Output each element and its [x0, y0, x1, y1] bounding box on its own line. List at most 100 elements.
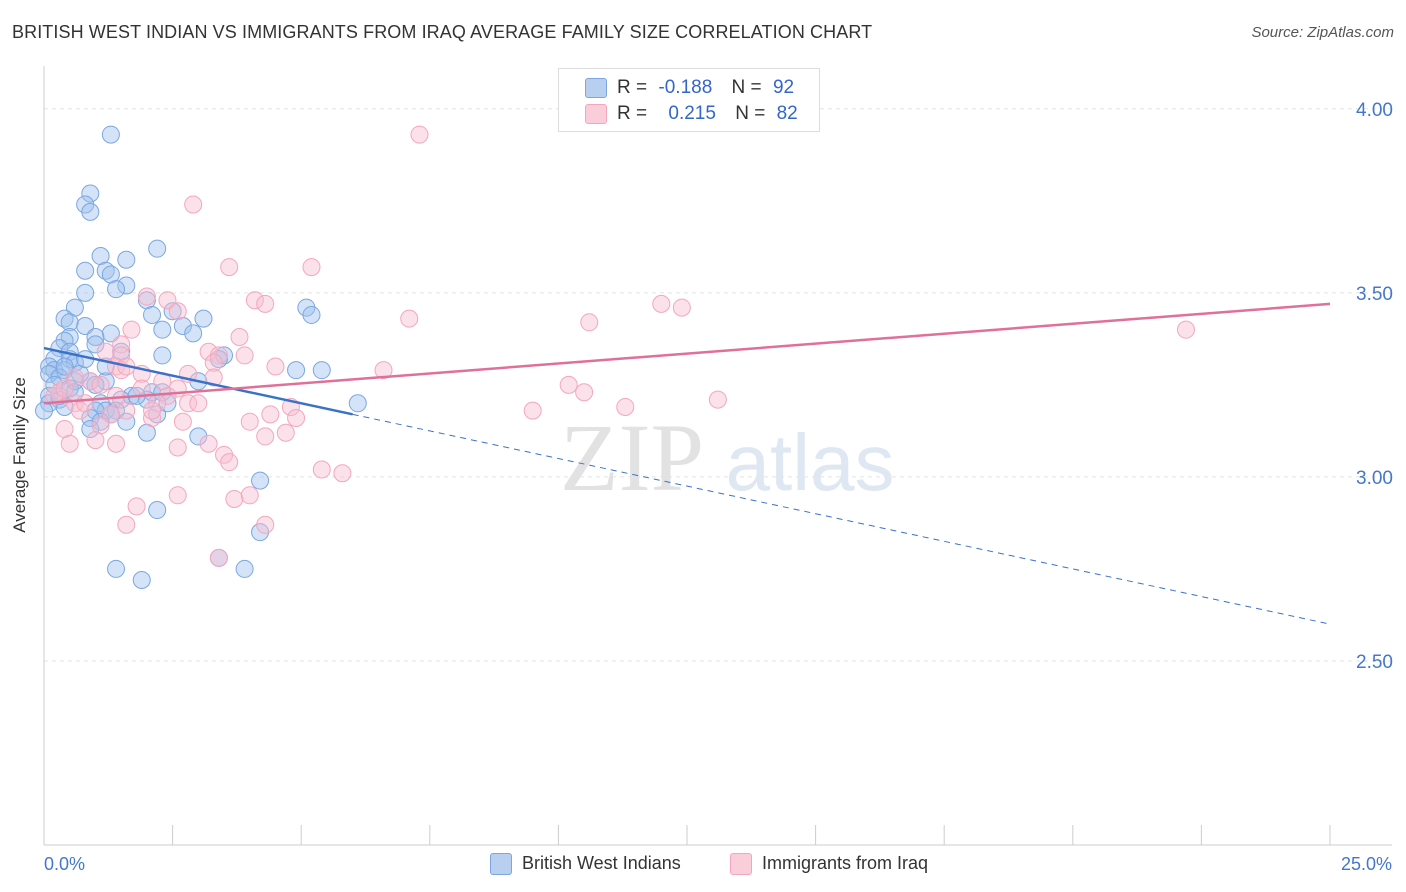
y-tick-labels: 2.50 3.00 3.50 4.00: [1356, 100, 1393, 673]
trend-line-projection: [352, 413, 1331, 625]
data-point: [184, 324, 203, 343]
data-point: [240, 412, 259, 431]
data-point: [158, 291, 177, 310]
data-point: [179, 394, 198, 413]
data-point: [117, 412, 136, 431]
data-point: [312, 460, 331, 479]
data-point: [199, 342, 218, 361]
data-point: [40, 357, 59, 376]
data-point: [256, 294, 275, 313]
legend-label: British West Indians: [522, 853, 681, 873]
data-point: [81, 420, 100, 439]
data-point: [107, 559, 126, 578]
data-point: [230, 328, 249, 347]
data-point: [96, 261, 115, 280]
data-point: [143, 409, 162, 428]
data-point: [60, 328, 79, 347]
data-point: [153, 320, 172, 339]
data-point: [112, 390, 131, 409]
data-point: [76, 283, 95, 302]
data-point: [204, 353, 223, 372]
chart-source: Source: ZipAtlas.com: [1251, 24, 1394, 41]
data-point: [117, 276, 136, 295]
data-point: [220, 453, 239, 472]
data-point: [189, 427, 208, 446]
data-point: [559, 375, 578, 394]
data-point: [163, 302, 182, 321]
data-point: [107, 386, 126, 405]
data-point: [117, 401, 136, 420]
data-point: [55, 379, 74, 398]
data-point: [86, 431, 105, 450]
data-point: [101, 405, 120, 424]
data-point: [132, 379, 151, 398]
axes: [43, 66, 1392, 846]
data-point: [153, 346, 172, 365]
data-point: [225, 489, 244, 508]
n-label: N =: [735, 103, 766, 124]
y-tick-label: 2.50: [1356, 652, 1393, 673]
data-point: [616, 397, 635, 416]
gridlines: [44, 108, 1392, 662]
x-tick-label: 25.0%: [1341, 854, 1392, 874]
data-point: [256, 515, 275, 534]
data-point: [199, 434, 218, 453]
data-point: [137, 287, 156, 306]
data-point: [652, 294, 671, 313]
data-point: [266, 357, 285, 376]
r-value: -0.188: [658, 77, 713, 98]
data-point: [168, 486, 187, 505]
data-point: [204, 368, 223, 387]
data-point: [55, 309, 74, 328]
y-tick-label: 3.50: [1356, 284, 1393, 305]
data-point: [220, 258, 239, 277]
data-point: [101, 125, 120, 144]
series-points-british-west-indians: [35, 125, 367, 589]
data-point: [117, 515, 136, 534]
data-point: [65, 368, 84, 387]
data-point: [168, 302, 187, 321]
data-point: [148, 405, 167, 424]
data-point: [132, 570, 151, 589]
data-point: [302, 305, 321, 324]
data-point: [96, 372, 115, 391]
data-point: [410, 125, 429, 144]
legend-swatch-pink: [730, 853, 752, 875]
data-point: [194, 309, 213, 328]
data-point: [107, 280, 126, 299]
legend-swatch-blue: [490, 853, 512, 875]
data-point: [374, 361, 393, 380]
series-points-immigrants-from-iraq: [45, 125, 1195, 567]
data-point: [575, 383, 594, 402]
correlation-legend: R = -0.188 N = 92 R = 0.215 N = 82: [558, 68, 820, 132]
data-point: [60, 313, 79, 332]
data-point: [235, 346, 254, 365]
data-point: [143, 305, 162, 324]
data-point: [148, 239, 167, 258]
n-label: N =: [731, 77, 762, 98]
legend-swatch-pink: [585, 104, 607, 124]
data-point: [235, 559, 254, 578]
data-point: [287, 361, 306, 380]
data-point: [60, 434, 79, 453]
data-point: [101, 324, 120, 343]
data-point: [276, 423, 295, 442]
data-point: [50, 383, 69, 402]
data-point: [112, 335, 131, 354]
series-legend: British West Indians Immigrants from Ira…: [0, 851, 1406, 879]
data-point: [76, 316, 95, 335]
data-point: [86, 328, 105, 347]
legend-label: Immigrants from Iraq: [762, 853, 929, 873]
x-tick-labels: 0.0% 25.0%: [44, 854, 1392, 874]
chart-title: BRITISH WEST INDIAN VS IMMIGRANTS FROM I…: [12, 22, 873, 42]
data-point: [672, 298, 691, 317]
data-point: [107, 401, 126, 420]
data-point: [240, 486, 259, 505]
data-point: [173, 412, 192, 431]
watermark: ZIP atlas: [560, 404, 894, 511]
data-point: [184, 195, 203, 214]
data-point: [245, 291, 264, 310]
data-point: [400, 309, 419, 328]
data-point: [81, 372, 100, 391]
